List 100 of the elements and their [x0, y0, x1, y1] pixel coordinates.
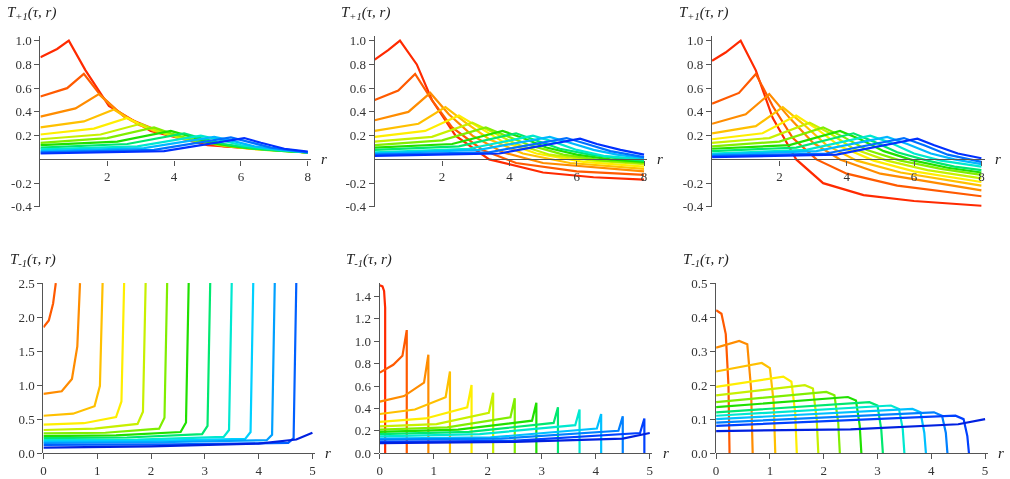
x-axis-title: r	[321, 151, 327, 167]
y-tick-label: 0.8	[354, 356, 372, 372]
y-tick-label: 0.4	[687, 104, 704, 120]
y-tick-label: 1.2	[354, 311, 372, 327]
x-tick-label: 5	[981, 462, 989, 478]
line-series	[379, 383, 473, 454]
line-series	[43, 283, 126, 426]
y-tick-label: 1.0	[18, 377, 35, 393]
y-axis-title: T$_{+1}$(τ, r)	[679, 4, 729, 23]
x-axis-title: r	[998, 445, 1004, 461]
line-series	[379, 401, 538, 454]
x-tick-label: 3	[538, 462, 546, 478]
y-axis-title: T$_{-1}$(τ, r)	[10, 251, 56, 270]
x-tick-label: 0	[40, 462, 47, 478]
line-series	[379, 328, 408, 454]
y-tick-label: 1.0	[354, 333, 372, 349]
x-axis-title: r	[663, 445, 669, 461]
x-tick-label: 3	[201, 462, 209, 478]
x-tick-label: 0	[712, 462, 720, 478]
line-series	[374, 91, 646, 173]
x-tick-label: 2	[484, 462, 492, 478]
y-tick-label: 0.8	[687, 56, 704, 72]
line-series	[379, 397, 516, 454]
y-tick-label: 0.0	[691, 445, 708, 461]
y-tick-label: 1.0	[687, 33, 704, 49]
x-tick-label: 1	[430, 462, 438, 478]
line-series	[716, 361, 777, 454]
line-series	[716, 384, 820, 454]
line-series	[716, 375, 798, 454]
y-tick-label: 1.4	[354, 289, 372, 305]
y-axis-title: T$_{+1}$(τ, r)	[341, 4, 391, 23]
x-tick-label: 2	[438, 169, 446, 185]
y-tick-label: 1.0	[349, 33, 367, 49]
line-series	[716, 401, 884, 454]
line-series	[716, 418, 987, 433]
line-series	[374, 114, 646, 168]
x-axis-title: r	[325, 445, 331, 461]
x-tick-label: 2	[103, 169, 111, 185]
y-tick-label: 0.2	[354, 423, 372, 439]
x-tick-label: 0	[376, 462, 384, 478]
x-tick-label: 4	[255, 462, 263, 478]
line-series	[712, 93, 983, 192]
y-tick-label: 0.6	[687, 80, 704, 96]
y-tick-label: 0.1	[691, 411, 708, 427]
line-series	[712, 72, 983, 198]
x-tick-label: 4	[843, 169, 851, 185]
x-tick-label: 5	[309, 462, 316, 478]
y-tick-label: 1.5	[18, 343, 35, 359]
y-tick-label: -0.4	[345, 199, 367, 215]
x-tick-label: 8	[304, 169, 311, 185]
y-tick-label: 0.5	[18, 411, 35, 427]
y-axis-title: T$_{+1}$(τ, r)	[7, 4, 57, 23]
x-tick-label: 4	[506, 169, 514, 185]
line-series	[43, 431, 314, 449]
line-series	[379, 391, 495, 454]
x-tick-label: 8	[640, 169, 648, 185]
y-tick-label: -0.2	[682, 175, 704, 191]
x-tick-label: 6	[237, 169, 245, 185]
y-tick-label: 0.4	[691, 309, 708, 325]
y-tick-label: 0.6	[349, 80, 367, 96]
y-tick-label: 0.8	[349, 56, 367, 72]
y-tick-label: 0.2	[687, 128, 704, 144]
x-axis-title: r	[657, 151, 663, 167]
line-series	[716, 390, 841, 454]
line-series	[716, 395, 863, 454]
y-tick-label: -0.2	[345, 175, 367, 191]
line-series	[43, 283, 82, 396]
line-series	[379, 353, 430, 454]
line-series	[716, 339, 754, 454]
x-tick-label: 2	[776, 169, 783, 185]
y-tick-label: 0.4	[15, 104, 33, 120]
y-tick-label: 0.2	[15, 128, 32, 144]
line-series	[379, 370, 452, 454]
x-tick-label: 4	[928, 462, 936, 478]
y-tick-label: 0.2	[691, 377, 708, 393]
y-tick-label: 2.0	[18, 309, 35, 325]
line-series	[712, 39, 983, 207]
line-series	[374, 39, 646, 181]
y-tick-label: -0.2	[11, 175, 32, 191]
y-tick-label: -0.4	[11, 199, 33, 215]
x-tick-label: 1	[766, 462, 774, 478]
y-tick-label: 0.3	[691, 343, 708, 359]
x-axis-title: r	[995, 151, 1001, 167]
line-series	[716, 309, 731, 454]
y-tick-label: 0.0	[18, 445, 35, 461]
x-tick-label: 4	[170, 169, 178, 185]
y-tick-label: 2.5	[18, 275, 35, 291]
x-tick-label: 8	[978, 169, 985, 185]
x-tick-label: 1	[93, 462, 101, 478]
line-series	[374, 106, 646, 171]
y-tick-label: -0.4	[682, 199, 704, 215]
line-series	[716, 407, 928, 454]
x-tick-label: 4	[592, 462, 600, 478]
y-tick-label: 0.4	[354, 400, 372, 416]
line-series	[43, 283, 104, 417]
line-series	[43, 283, 169, 435]
line-series	[43, 283, 57, 329]
x-tick-label: 3	[874, 462, 881, 478]
y-tick-label: 1.0	[15, 33, 32, 49]
y-tick-label: 0.6	[354, 378, 372, 394]
